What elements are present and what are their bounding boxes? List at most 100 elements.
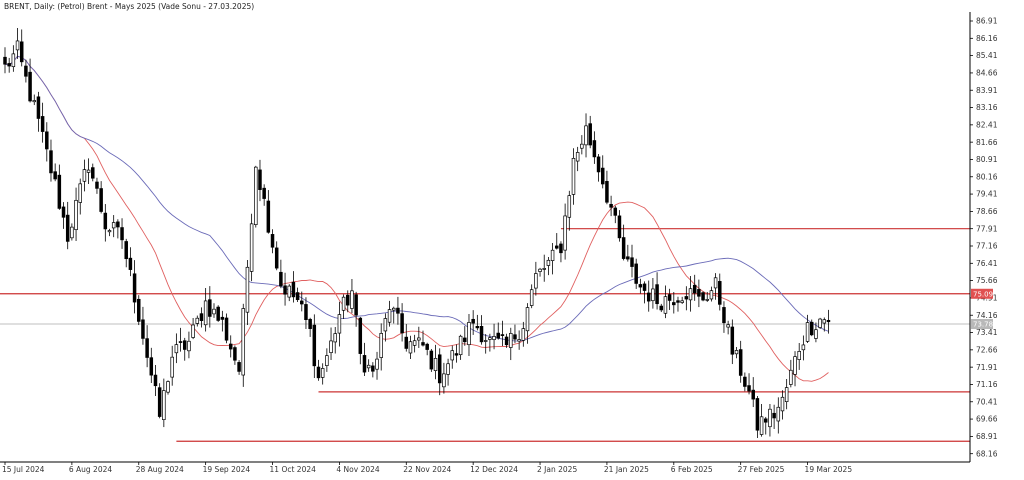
- candle-body: [609, 203, 613, 208]
- candle-body: [216, 306, 220, 321]
- candle-body: [780, 396, 785, 412]
- candle: [329, 327, 333, 360]
- candle-body: [421, 342, 425, 346]
- candle-body: [49, 150, 53, 174]
- candle: [826, 309, 831, 334]
- candle-body: [295, 292, 300, 301]
- candle: [391, 306, 396, 324]
- candle-body: [563, 215, 567, 251]
- candle-body: [400, 313, 404, 334]
- candle: [492, 323, 496, 350]
- candle-body: [772, 412, 776, 419]
- candle: [57, 164, 62, 210]
- candle-body: [182, 340, 187, 350]
- candle-body: [249, 223, 254, 272]
- candle-body: [199, 313, 204, 322]
- candle-body: [784, 387, 789, 403]
- candle-body: [120, 227, 124, 241]
- candle-body: [28, 71, 32, 102]
- candle: [479, 315, 484, 345]
- x-tick-label: 6 Feb 2025: [671, 465, 713, 474]
- candle-body: [254, 166, 258, 226]
- candle-body: [283, 285, 287, 295]
- candle: [780, 390, 785, 420]
- y-tick-label: 73.41: [976, 328, 998, 337]
- candle: [626, 244, 630, 262]
- candle: [333, 327, 337, 354]
- current-price-tag: [971, 319, 993, 329]
- candle: [621, 224, 626, 261]
- candle: [801, 335, 806, 361]
- candle-body: [341, 296, 346, 311]
- candle-body: [233, 347, 237, 361]
- candle: [600, 155, 605, 189]
- candle: [132, 260, 137, 314]
- candle-body: [11, 53, 16, 68]
- candle: [111, 215, 116, 238]
- candle: [713, 273, 718, 300]
- candle-body: [600, 167, 605, 185]
- candle-body: [542, 268, 546, 270]
- y-tick-label: 74.16: [976, 311, 998, 320]
- candle-body: [475, 326, 480, 329]
- y-tick-label: 75.66: [976, 276, 998, 285]
- candle: [270, 229, 275, 254]
- candle-body: [559, 243, 563, 254]
- candle: [772, 404, 776, 429]
- candle: [680, 296, 684, 305]
- candle: [166, 380, 170, 395]
- candle-body: [346, 294, 350, 306]
- candle: [425, 342, 429, 356]
- candle: [709, 286, 714, 302]
- candle: [182, 337, 187, 361]
- candle-body: [667, 294, 672, 301]
- candle: [304, 297, 308, 330]
- candle: [446, 358, 450, 386]
- candle: [74, 187, 78, 241]
- candle: [672, 292, 676, 314]
- candle: [651, 278, 655, 309]
- x-tick-label: 15 Jul 2024: [2, 465, 45, 474]
- candle: [11, 45, 16, 72]
- candle: [684, 286, 689, 311]
- candle: [128, 247, 133, 277]
- candle: [116, 219, 120, 239]
- candle-body: [638, 284, 643, 288]
- candle-body: [701, 292, 705, 301]
- candle: [99, 181, 103, 214]
- candle: [266, 190, 271, 234]
- candle: [107, 228, 112, 237]
- candle-body: [747, 385, 751, 392]
- candle: [408, 335, 413, 360]
- candle: [78, 178, 82, 215]
- candle-body: [3, 56, 7, 65]
- candle: [237, 360, 241, 375]
- candle-body: [663, 296, 668, 314]
- candle: [421, 330, 425, 347]
- candle-body: [274, 247, 279, 269]
- candle: [208, 286, 212, 328]
- candle-body: [751, 389, 755, 400]
- candle: [15, 27, 20, 59]
- candle: [199, 307, 204, 328]
- y-tick-label: 71.16: [976, 380, 998, 389]
- candle-body: [596, 156, 601, 173]
- candle-body: [354, 294, 358, 316]
- candle: [784, 379, 789, 410]
- candle: [170, 345, 174, 386]
- candle: [350, 279, 354, 314]
- candle-body: [333, 333, 337, 343]
- candle-body: [383, 318, 388, 332]
- candle-body: [304, 304, 308, 320]
- candle: [496, 322, 500, 340]
- candle: [488, 333, 492, 352]
- candle: [596, 154, 601, 182]
- candle-body: [809, 321, 814, 336]
- candle-body: [203, 300, 208, 326]
- y-tick-label: 78.66: [976, 207, 998, 216]
- candle-body: [458, 335, 463, 356]
- candle: [642, 281, 647, 304]
- candle-body: [613, 207, 618, 216]
